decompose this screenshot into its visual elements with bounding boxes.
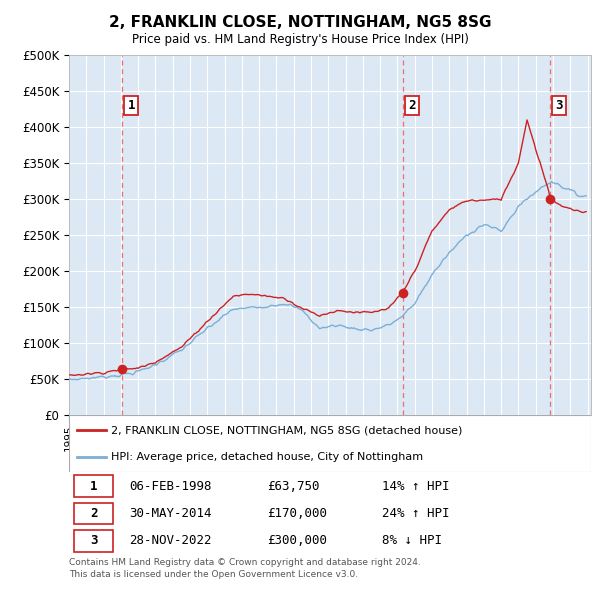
Text: 30-MAY-2014: 30-MAY-2014 (129, 507, 212, 520)
Text: 2, FRANKLIN CLOSE, NOTTINGHAM, NG5 8SG (detached house): 2, FRANKLIN CLOSE, NOTTINGHAM, NG5 8SG (… (111, 425, 462, 435)
Text: HPI: Average price, detached house, City of Nottingham: HPI: Average price, detached house, City… (111, 451, 423, 461)
Text: £63,750: £63,750 (268, 480, 320, 493)
Bar (74, 530, 113, 552)
Text: 14% ↑ HPI: 14% ↑ HPI (382, 480, 450, 493)
Bar (74, 503, 113, 525)
Text: £300,000: £300,000 (268, 535, 328, 548)
Text: 3: 3 (90, 535, 98, 548)
Text: £170,000: £170,000 (268, 507, 328, 520)
Text: 2: 2 (409, 99, 416, 112)
Bar (74, 476, 113, 497)
Text: 2, FRANKLIN CLOSE, NOTTINGHAM, NG5 8SG: 2, FRANKLIN CLOSE, NOTTINGHAM, NG5 8SG (109, 15, 491, 30)
Text: 3: 3 (555, 99, 563, 112)
Text: 2: 2 (90, 507, 98, 520)
Text: 24% ↑ HPI: 24% ↑ HPI (382, 507, 450, 520)
Text: 1: 1 (90, 480, 98, 493)
Text: 8% ↓ HPI: 8% ↓ HPI (382, 535, 442, 548)
Text: 1: 1 (127, 99, 135, 112)
Text: 06-FEB-1998: 06-FEB-1998 (129, 480, 212, 493)
Text: 28-NOV-2022: 28-NOV-2022 (129, 535, 212, 548)
Text: Price paid vs. HM Land Registry's House Price Index (HPI): Price paid vs. HM Land Registry's House … (131, 33, 469, 46)
Text: Contains HM Land Registry data © Crown copyright and database right 2024.
This d: Contains HM Land Registry data © Crown c… (69, 558, 421, 579)
